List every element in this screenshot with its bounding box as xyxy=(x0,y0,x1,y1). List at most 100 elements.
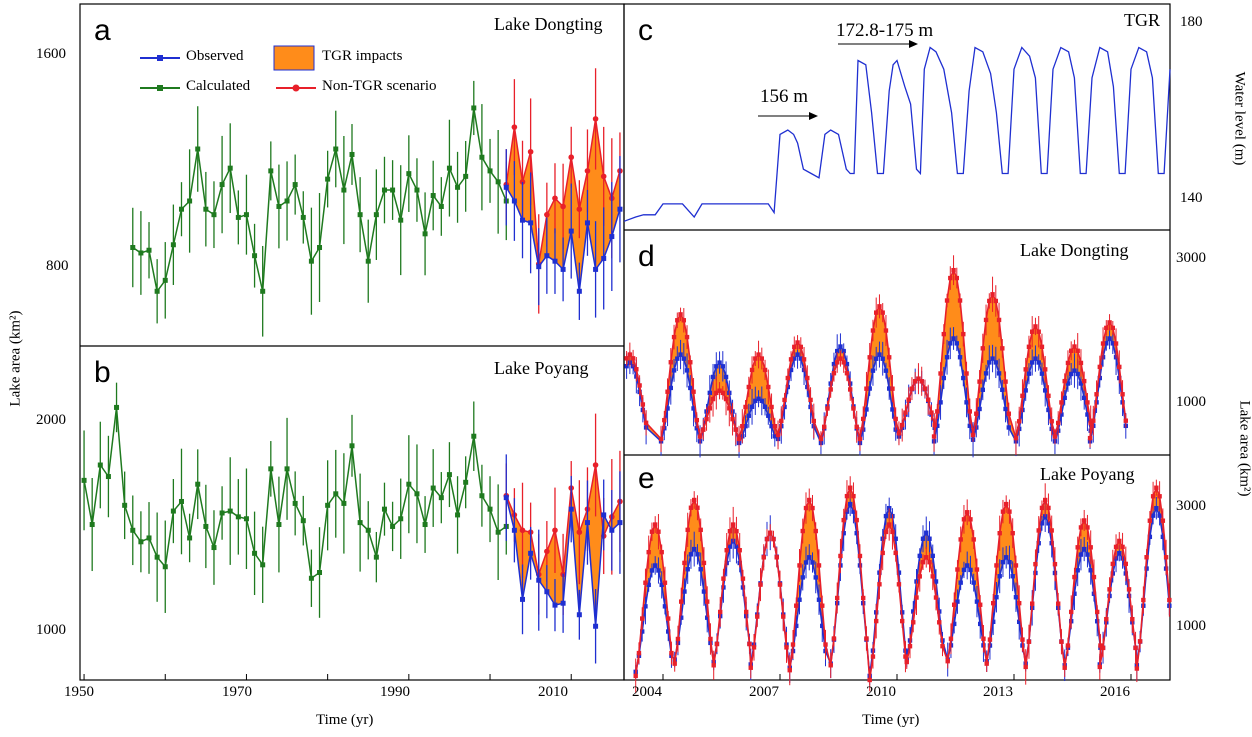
observed-point xyxy=(593,266,599,272)
calculated-point xyxy=(430,193,436,199)
observed-point xyxy=(890,407,895,412)
non-tgr-point xyxy=(730,416,735,422)
observed-point xyxy=(1147,534,1153,540)
non-tgr-point xyxy=(790,642,796,647)
non-tgr-point xyxy=(669,650,674,656)
observed-point xyxy=(678,352,683,357)
calculated-point xyxy=(227,508,233,514)
non-tgr-point xyxy=(911,620,916,625)
x-tick-2010: 2010 xyxy=(538,684,568,700)
observed-point xyxy=(1144,566,1149,571)
observed-point xyxy=(710,374,716,380)
observed-point xyxy=(1072,368,1077,373)
observed-point xyxy=(841,530,846,536)
panel-e-letter: e xyxy=(638,462,655,495)
calculated-point xyxy=(89,522,95,528)
observed-point xyxy=(624,364,629,369)
non-tgr-point xyxy=(857,553,863,559)
non-tgr-point xyxy=(1049,419,1054,424)
non-tgr-point xyxy=(784,645,789,650)
non-tgr-point xyxy=(1020,637,1025,642)
non-tgr-point xyxy=(659,549,664,555)
calculated-point xyxy=(495,179,501,185)
non-tgr-point xyxy=(854,424,859,430)
non-tgr-point xyxy=(1033,561,1038,567)
calculated-point xyxy=(284,198,290,204)
non-tgr-point xyxy=(1039,344,1045,350)
observed-point xyxy=(685,567,690,572)
non-tgr-point xyxy=(675,318,680,323)
observed-point xyxy=(727,544,733,549)
observed-point xyxy=(883,368,889,373)
observed-point xyxy=(810,560,815,565)
non-tgr-point xyxy=(1110,561,1115,567)
non-tgr-point xyxy=(1147,518,1153,523)
non-tgr-point xyxy=(801,357,807,362)
observed-point xyxy=(1039,371,1045,376)
non-tgr-point xyxy=(627,352,633,357)
non-tgr-point xyxy=(662,417,667,423)
calculated-point xyxy=(162,564,168,570)
calculated-point xyxy=(235,514,241,520)
observed-point xyxy=(560,266,566,272)
non-tgr-point xyxy=(828,387,833,392)
observed-point xyxy=(681,356,686,361)
observed-point xyxy=(1075,568,1080,573)
observed-point xyxy=(668,385,673,391)
non-tgr-point xyxy=(743,404,748,410)
non-tgr-point xyxy=(825,406,830,411)
observed-point xyxy=(659,582,664,588)
non-tgr-point xyxy=(779,418,784,424)
non-tgr-point xyxy=(920,560,926,565)
non-tgr-line xyxy=(634,485,1171,681)
observed-point xyxy=(955,599,960,604)
calculated-point xyxy=(479,493,485,499)
non-tgr-point xyxy=(932,422,937,428)
observed-point xyxy=(1082,546,1087,552)
observed-point xyxy=(536,264,542,270)
observed-point xyxy=(511,527,517,533)
calculated-point xyxy=(373,554,379,560)
calculated-point xyxy=(292,500,298,506)
non-tgr-point xyxy=(1110,325,1115,331)
observed-point xyxy=(601,255,607,261)
non-tgr-point xyxy=(511,124,518,130)
non-tgr-point xyxy=(1023,367,1028,372)
calculated-point xyxy=(154,288,160,294)
observed-point xyxy=(893,536,898,541)
calculated-point xyxy=(227,165,233,171)
non-tgr-point xyxy=(968,517,973,522)
observed-point xyxy=(952,621,957,627)
observed-point xyxy=(759,398,764,404)
non-tgr-point xyxy=(893,550,898,556)
calculated-point xyxy=(146,535,152,541)
non-tgr-point xyxy=(1052,434,1058,439)
rx-tick-2004: 2004 xyxy=(632,684,662,700)
non-tgr-point xyxy=(1075,348,1080,353)
non-tgr-point xyxy=(724,548,729,553)
non-tgr-point xyxy=(749,367,755,373)
non-tgr-point xyxy=(955,567,960,572)
non-tgr-point xyxy=(1030,329,1035,334)
non-tgr-point xyxy=(695,505,700,510)
non-tgr-point xyxy=(924,555,929,560)
non-tgr-point xyxy=(991,600,996,606)
non-tgr-point xyxy=(838,356,843,361)
tgr-impact-area xyxy=(506,118,620,292)
non-tgr-point xyxy=(874,618,879,624)
non-tgr-point xyxy=(1004,501,1009,507)
calculated-point xyxy=(114,404,120,410)
non-tgr-point xyxy=(1091,574,1097,580)
legend-calculated-marker xyxy=(157,85,163,91)
legend-nontgr-marker xyxy=(292,84,300,92)
observed-point xyxy=(935,423,940,429)
observed-point xyxy=(1033,356,1038,361)
non-tgr-point xyxy=(1013,563,1019,568)
calculated-point xyxy=(292,182,298,188)
non-tgr-point xyxy=(1107,587,1112,592)
calculated-point xyxy=(333,146,339,152)
non-tgr-point xyxy=(734,529,739,534)
non-tgr-point xyxy=(861,416,866,422)
observed-point xyxy=(503,184,509,190)
calculated-point xyxy=(325,502,331,508)
